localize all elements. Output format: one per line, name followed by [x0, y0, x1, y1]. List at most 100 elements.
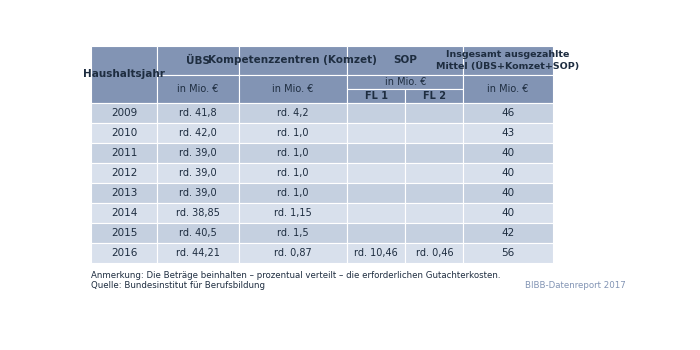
Text: rd. 41,8: rd. 41,8: [179, 108, 217, 118]
Bar: [92, 223, 158, 243]
Text: in Mio. €: in Mio. €: [384, 77, 426, 87]
Bar: [347, 203, 405, 223]
Bar: [239, 183, 347, 203]
Text: 2010: 2010: [111, 128, 137, 138]
Text: 2009: 2009: [111, 108, 137, 118]
Text: 46: 46: [501, 108, 514, 118]
Bar: [92, 243, 158, 263]
Text: rd. 1,0: rd. 1,0: [277, 148, 309, 158]
Bar: [463, 163, 552, 183]
Bar: [463, 46, 552, 75]
Text: rd. 42,0: rd. 42,0: [179, 128, 217, 138]
Text: 56: 56: [501, 248, 514, 258]
Text: SOP: SOP: [393, 56, 417, 65]
Bar: [405, 103, 463, 123]
Bar: [347, 183, 405, 203]
Text: rd. 1,0: rd. 1,0: [277, 188, 309, 198]
Bar: [463, 203, 552, 223]
Bar: [405, 203, 463, 223]
Bar: [158, 46, 239, 75]
Text: Quelle: Bundesinstitut für Berufsbildung: Quelle: Bundesinstitut für Berufsbildung: [92, 281, 265, 290]
Text: BIBB-Datenreport 2017: BIBB-Datenreport 2017: [526, 281, 626, 290]
Text: 2014: 2014: [111, 208, 137, 218]
Bar: [405, 123, 463, 143]
Text: rd. 44,21: rd. 44,21: [176, 248, 220, 258]
Text: Insgesamt ausgezahlte
Mittel (ÜBS+Komzet+SOP): Insgesamt ausgezahlte Mittel (ÜBS+Komzet…: [436, 50, 580, 71]
Text: 40: 40: [501, 148, 514, 158]
Text: rd. 1,15: rd. 1,15: [274, 208, 312, 218]
Text: rd. 1,0: rd. 1,0: [277, 128, 309, 138]
Text: 2012: 2012: [111, 168, 137, 178]
Text: rd. 39,0: rd. 39,0: [179, 168, 217, 178]
Text: 2011: 2011: [111, 148, 137, 158]
Bar: [405, 89, 463, 103]
Bar: [158, 223, 239, 243]
Text: rd. 0,87: rd. 0,87: [274, 248, 312, 258]
Bar: [158, 243, 239, 263]
Text: 2013: 2013: [111, 188, 137, 198]
Bar: [158, 143, 239, 163]
Bar: [405, 163, 463, 183]
Bar: [158, 123, 239, 143]
Text: FL 2: FL 2: [423, 91, 446, 101]
Bar: [463, 243, 552, 263]
Bar: [347, 103, 405, 123]
Bar: [158, 163, 239, 183]
Bar: [158, 103, 239, 123]
Text: rd. 1,0: rd. 1,0: [277, 168, 309, 178]
Bar: [92, 46, 158, 103]
Bar: [405, 223, 463, 243]
Bar: [347, 46, 463, 75]
Bar: [463, 143, 552, 163]
Text: Anmerkung: Die Beträge beinhalten – prozentual verteilt – die erforderlichen Gut: Anmerkung: Die Beträge beinhalten – proz…: [92, 271, 501, 280]
Bar: [347, 163, 405, 183]
Bar: [239, 75, 347, 103]
Text: rd. 40,5: rd. 40,5: [179, 228, 217, 238]
Bar: [405, 183, 463, 203]
Text: FL 1: FL 1: [365, 91, 388, 101]
Bar: [239, 103, 347, 123]
Bar: [92, 123, 158, 143]
Text: 43: 43: [501, 128, 514, 138]
Bar: [239, 46, 347, 75]
Text: rd. 39,0: rd. 39,0: [179, 148, 217, 158]
Bar: [92, 103, 158, 123]
Bar: [405, 143, 463, 163]
Bar: [347, 143, 405, 163]
Text: in Mio. €: in Mio. €: [272, 84, 314, 94]
Bar: [239, 163, 347, 183]
Bar: [158, 75, 239, 103]
Bar: [463, 183, 552, 203]
Text: rd. 39,0: rd. 39,0: [179, 188, 217, 198]
Text: 40: 40: [501, 208, 514, 218]
Bar: [463, 75, 552, 103]
Bar: [158, 203, 239, 223]
Text: 2015: 2015: [111, 228, 137, 238]
Text: in Mio. €: in Mio. €: [487, 84, 528, 94]
Text: 42: 42: [501, 228, 514, 238]
Bar: [239, 143, 347, 163]
Bar: [158, 183, 239, 203]
Text: ÜBS: ÜBS: [186, 55, 210, 65]
Bar: [347, 243, 405, 263]
Text: rd. 10,46: rd. 10,46: [354, 248, 398, 258]
Bar: [92, 143, 158, 163]
Text: 2016: 2016: [111, 248, 137, 258]
Bar: [463, 103, 552, 123]
Text: 40: 40: [501, 168, 514, 178]
Bar: [347, 223, 405, 243]
Bar: [347, 123, 405, 143]
Text: Haushaltsjahr: Haushaltsjahr: [83, 69, 165, 79]
Bar: [239, 243, 347, 263]
Bar: [239, 203, 347, 223]
Bar: [92, 163, 158, 183]
Text: rd. 4,2: rd. 4,2: [277, 108, 309, 118]
Text: rd. 1,5: rd. 1,5: [277, 228, 309, 238]
Text: in Mio. €: in Mio. €: [177, 84, 218, 94]
Bar: [405, 243, 463, 263]
Text: rd. 38,85: rd. 38,85: [176, 208, 220, 218]
Text: rd. 0,46: rd. 0,46: [416, 248, 453, 258]
Text: 40: 40: [501, 188, 514, 198]
Bar: [92, 183, 158, 203]
Bar: [239, 123, 347, 143]
